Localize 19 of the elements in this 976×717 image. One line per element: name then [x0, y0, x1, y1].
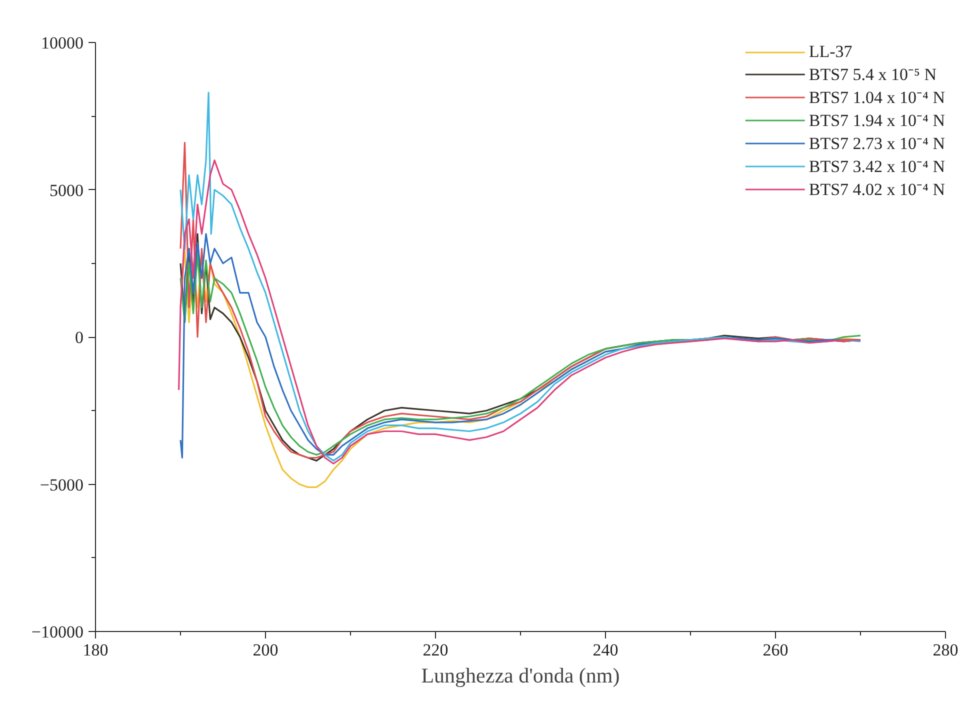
y-tick-label: 10000: [41, 34, 84, 52]
x-tick-label: 220: [422, 640, 448, 660]
x-tick-label: 200: [252, 640, 278, 660]
y-tick-label: −10000: [31, 622, 84, 642]
x-tick-label: 280: [932, 640, 958, 660]
legend-label: BTS7 4.02 x 10⁻⁴ N: [808, 179, 945, 200]
x-axis-title: Lunghezza d'onda (nm): [421, 664, 620, 688]
legend-label: BTS7 3.42 x 10⁻⁴ N: [808, 156, 945, 177]
y-tick-label: 0: [75, 328, 84, 347]
x-tick-label: 260: [762, 640, 788, 660]
legend-label: BTS7 5.4 x 10⁻⁵ N: [808, 64, 936, 85]
legend-label: BTS7 2.73 x 10⁻⁴ N: [808, 133, 945, 154]
legend-label: BTS7 1.94 x 10⁻⁴ N: [808, 110, 945, 131]
x-tick-label: 240: [592, 640, 618, 660]
y-tick-label: 5000: [50, 180, 84, 200]
y-tick-label: −5000: [40, 475, 84, 494]
x-tick-label: 180: [82, 640, 108, 660]
legend-label: LL-37: [808, 42, 852, 62]
legend-label: BTS7 1.04 x 10⁻⁴ N: [808, 87, 945, 108]
